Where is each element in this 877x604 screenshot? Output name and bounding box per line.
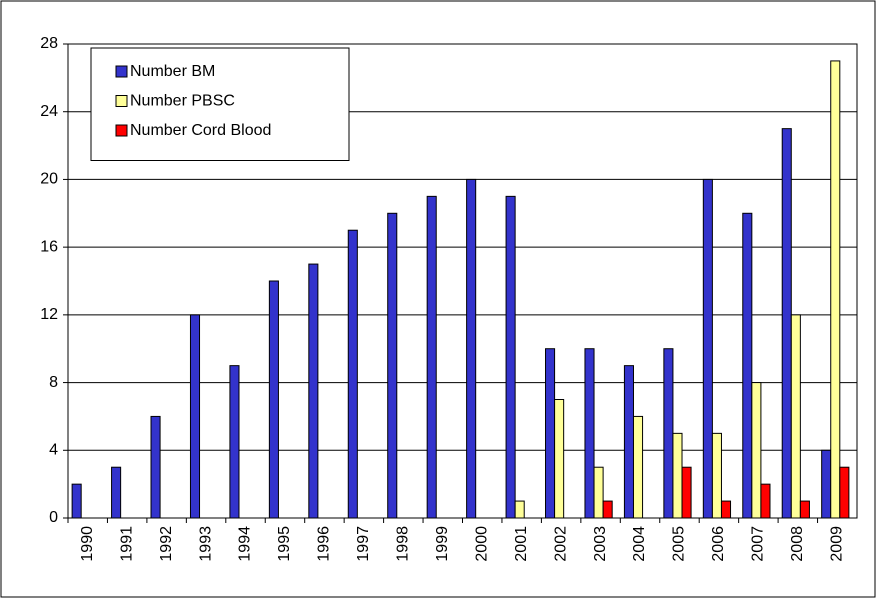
x-tick-label: 2009 — [828, 526, 845, 562]
bar — [632, 415, 644, 519]
bar — [663, 348, 674, 519]
bar — [790, 314, 801, 519]
bar — [681, 466, 692, 519]
bar — [505, 195, 516, 519]
bar — [426, 195, 437, 519]
x-tick-label: 2001 — [513, 526, 530, 562]
bar — [189, 314, 201, 519]
legend-swatch — [115, 95, 128, 107]
legend-label: Number BM — [130, 63, 215, 80]
bar — [229, 365, 240, 519]
legend-label: Number PBSC — [130, 93, 235, 110]
x-tick-label: 1999 — [434, 526, 451, 562]
x-tick-label: 1992 — [158, 526, 175, 562]
bar — [839, 466, 850, 519]
y-tick-label: 0 — [49, 509, 58, 526]
bar — [720, 500, 732, 519]
x-tick-label: 1996 — [316, 526, 333, 562]
y-tick-label: 16 — [40, 238, 58, 255]
bar — [760, 483, 771, 519]
bar — [387, 212, 398, 519]
bar — [781, 128, 792, 519]
x-tick-label: 2007 — [750, 526, 767, 562]
bar — [623, 365, 634, 519]
legend-box — [90, 47, 350, 161]
bar — [672, 432, 683, 519]
y-tick-label: 28 — [40, 35, 58, 52]
x-tick-label: 2004 — [631, 526, 648, 562]
x-tick-label: 2002 — [552, 526, 569, 562]
x-tick-label: 1993 — [197, 526, 214, 562]
legend-swatch — [115, 65, 128, 78]
x-tick-label: 1994 — [237, 526, 254, 562]
bar — [514, 500, 525, 519]
x-tick-label: 2003 — [592, 526, 609, 562]
y-tick-label: 4 — [49, 442, 58, 459]
bar — [702, 178, 713, 519]
bar — [71, 483, 82, 519]
x-tick-label: 1991 — [118, 526, 135, 562]
bar — [593, 466, 604, 519]
y-tick-label: 24 — [40, 103, 58, 120]
bar — [602, 500, 613, 519]
bar — [466, 178, 477, 519]
x-tick-label: 2008 — [789, 526, 806, 562]
bar — [742, 212, 753, 519]
x-tick-label: 2006 — [710, 526, 727, 562]
bar — [821, 449, 832, 519]
bar — [799, 500, 810, 519]
x-tick-label: 2000 — [473, 526, 490, 562]
bar — [347, 229, 358, 519]
y-tick-label: 12 — [40, 306, 58, 323]
x-tick-label: 1990 — [79, 526, 96, 562]
bar — [150, 415, 161, 519]
legend-label: Number Cord Blood — [130, 122, 271, 139]
legend-swatch — [115, 124, 128, 137]
bar — [308, 263, 319, 519]
x-tick-label: 1998 — [395, 526, 412, 562]
bar — [545, 348, 556, 519]
bar — [111, 466, 122, 519]
bar — [751, 382, 762, 519]
bar — [584, 348, 595, 519]
bar — [711, 432, 722, 519]
bar — [554, 399, 565, 519]
y-tick-label: 20 — [40, 171, 58, 188]
bar — [268, 280, 279, 519]
x-tick-label: 2005 — [671, 526, 688, 562]
bar — [830, 60, 841, 519]
y-tick-label: 8 — [49, 374, 58, 391]
x-tick-label: 1997 — [355, 526, 372, 562]
x-tick-label: 1995 — [276, 526, 293, 562]
